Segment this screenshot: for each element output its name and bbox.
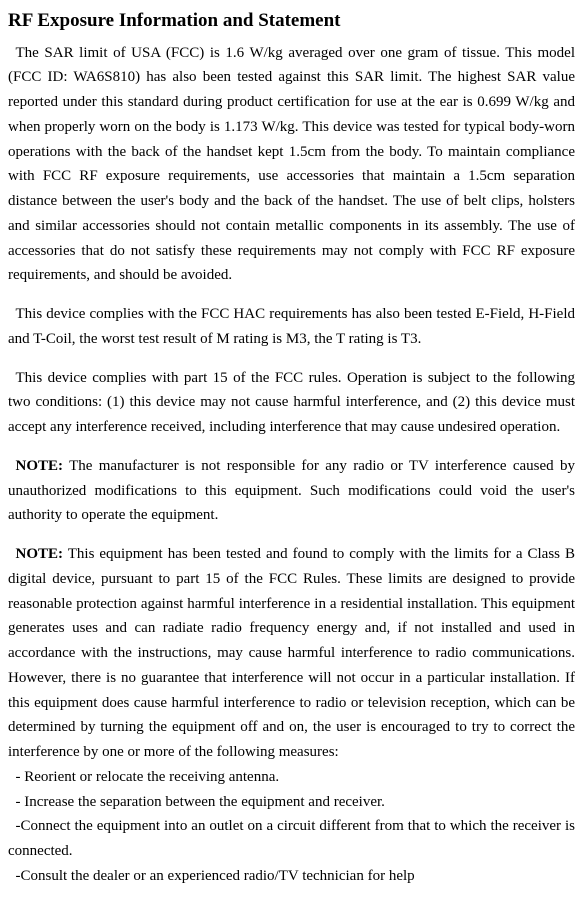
measure-item: - Increase the separation between the eq… (8, 790, 575, 815)
note2-label: NOTE: (16, 546, 64, 562)
measure-item: -Connect the equipment into an outlet on… (8, 814, 575, 864)
paragraph-sar: The SAR limit of USA (FCC) is 1.6 W/kg a… (8, 41, 575, 289)
page-title: RF Exposure Information and Statement (8, 8, 575, 35)
measure-item: -Consult the dealer or an experienced ra… (8, 864, 575, 889)
note2-body: This equipment has been tested and found… (8, 546, 575, 760)
note1-label: NOTE: (16, 458, 64, 474)
paragraph-note2: NOTE: This equipment has been tested and… (8, 542, 575, 765)
paragraph-hac: This device complies with the FCC HAC re… (8, 302, 575, 352)
paragraph-part15: This device complies with part 15 of the… (8, 366, 575, 440)
paragraph-note1: NOTE: The manufacturer is not responsibl… (8, 454, 575, 528)
measure-item: - Reorient or relocate the receiving ant… (8, 765, 575, 790)
note1-body: The manufacturer is not responsible for … (8, 458, 575, 524)
